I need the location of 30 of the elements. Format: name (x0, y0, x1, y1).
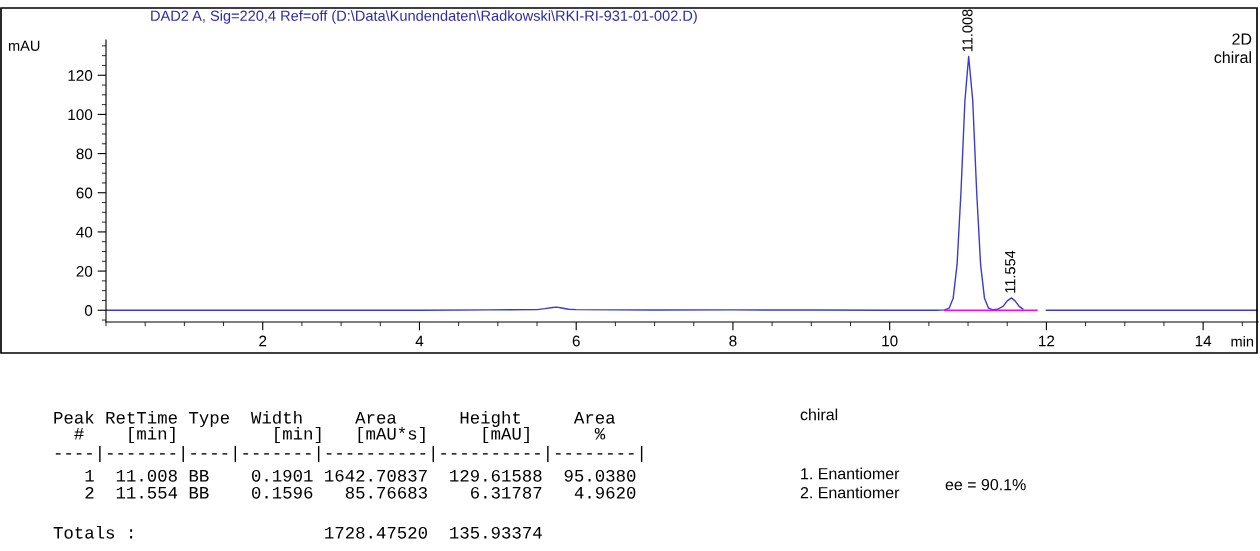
x-tick-label: 14 (1195, 335, 1212, 347)
x-tick-label: 12 (1039, 335, 1055, 347)
chart-title: DAD2 A, Sig=220,4 Ref=off (D:\Data\Kundendaten\Radkowski\RKI-RI-931-01-002.D) (151, 10, 697, 24)
x-axis-title: min (1231, 336, 1254, 347)
y-tick-label: 80 (76, 148, 93, 160)
x-tick-label: 8 (729, 335, 737, 347)
text: ----|-------|----|-------|----------|----------|--------| (55, 445, 643, 463)
text: chiral (800, 408, 838, 421)
text: 2 11.554 BB 0.1596 85.76683 6.31787 4.9620 (85, 486, 636, 499)
annotation: 11.554 (1005, 250, 1016, 293)
y-tick-label: 40 (76, 226, 93, 238)
text: 1 11.008 BB 0.1901 1642.70837 129.61588 95.0380 (85, 469, 636, 482)
text: Totals : 1728.47520 135.93374 (53, 525, 542, 539)
x-tick-label: 2 (259, 335, 267, 347)
x-tick-label: 6 (572, 335, 580, 347)
annotation: 2D chiral (1214, 33, 1252, 64)
text: 2. Enantiomer (800, 486, 900, 499)
text: 1. Enantiomer (801, 467, 900, 480)
x-tick-label: 10 (882, 335, 898, 347)
text: Peak RetTime Type Width Area Height Area (54, 410, 616, 428)
text: # [min] [min] [mAU*s] [mAU] % (74, 426, 606, 444)
y-tick-label: 120 (68, 70, 93, 81)
x-tick-label: 4 (415, 335, 424, 347)
y-axis-title: mAU (8, 40, 40, 51)
y-tick-label: 60 (76, 187, 93, 199)
y-tick-label: 20 (76, 265, 93, 277)
text: ee = 90.1% (945, 478, 1026, 491)
y-tick-label: 100 (68, 109, 93, 121)
annotation: 11.008 (962, 9, 973, 52)
y-tick-label: 0 (84, 305, 93, 316)
